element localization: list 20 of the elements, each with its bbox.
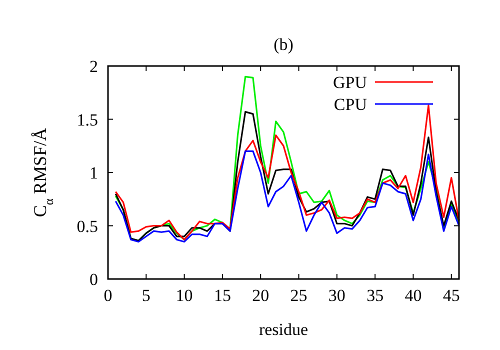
y-tick-label: 0.5: [76, 216, 98, 236]
x-tick-label: 5: [142, 286, 150, 305]
y-tick-label: 0: [90, 270, 98, 289]
chart-title: (b): [274, 35, 294, 54]
x-tick-label: 30: [328, 286, 346, 305]
x-tick-label: 45: [442, 286, 460, 305]
legend-label: GPU: [332, 73, 367, 92]
x-tick-label: 35: [366, 286, 384, 305]
legend-label: CPU: [334, 95, 367, 114]
x-tick-label: 15: [214, 286, 231, 305]
x-tick-label: 20: [252, 286, 270, 305]
x-tick-label: 25: [290, 286, 308, 305]
y-tick-label: 1: [90, 164, 98, 182]
line-series: [114, 150, 460, 243]
y-tick-label: 2: [90, 57, 98, 76]
x-tick-label: 10: [176, 286, 193, 305]
x-tick-label: 40: [404, 286, 422, 305]
x-tick-label: 0: [104, 286, 112, 305]
x-axis-title: residue: [258, 320, 308, 339]
y-tick-label: 1.5: [76, 110, 98, 130]
